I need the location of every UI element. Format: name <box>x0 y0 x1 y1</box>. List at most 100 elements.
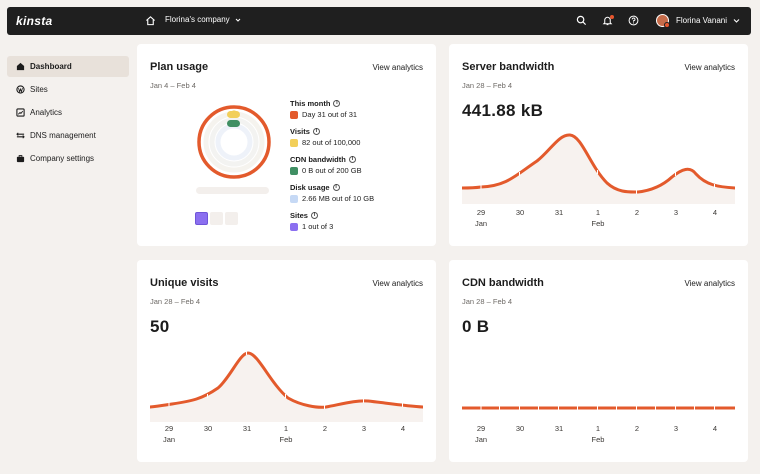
sidebar-item-dashboard[interactable]: Dashboard <box>7 56 129 77</box>
x-tick: 2 <box>322 424 328 433</box>
view-analytics-link[interactable]: View analytics <box>372 279 423 288</box>
x-tick: 1 <box>283 424 289 433</box>
wordpress-icon <box>16 85 25 94</box>
sidebar-item-analytics[interactable]: Analytics <box>7 102 129 123</box>
x-tick: 31 <box>554 424 564 433</box>
unique-visits-chart <box>150 351 423 422</box>
chevron-down-icon[interactable] <box>733 17 740 24</box>
disk-usage-bar <box>196 187 269 194</box>
legend-this-month: This month i Day 31 out of 31 <box>290 98 430 120</box>
chevron-down-icon <box>235 18 241 22</box>
legend-heading: Disk usage <box>290 182 330 192</box>
chart-line <box>150 351 423 409</box>
help-icon[interactable] <box>628 15 639 26</box>
info-icon[interactable]: i <box>333 99 341 107</box>
legend-value: Day 31 out of 31 <box>302 110 358 119</box>
date-range: Jan 4 – Feb 4 <box>150 81 196 90</box>
home-icon[interactable] <box>145 15 156 26</box>
legend-heading: CDN bandwidth <box>290 154 346 164</box>
legend-disk-usage: Disk usage i 2.66 MB out of 10 GB <box>290 182 430 204</box>
date-range: Jan 28 – Feb 4 <box>462 81 513 90</box>
view-analytics-link[interactable]: View analytics <box>684 63 735 72</box>
cdn-bandwidth-chart <box>462 406 735 410</box>
x-tick: 31 <box>242 424 252 433</box>
kinsta-logo[interactable]: kinsta <box>16 14 53 28</box>
x-tick: 30 <box>515 424 525 433</box>
home-icon <box>16 62 25 71</box>
bell-icon[interactable] <box>602 15 613 26</box>
info-icon[interactable]: i <box>332 183 340 191</box>
sidebar-item-dns[interactable]: DNS management <box>7 125 129 146</box>
legend-heading: Sites <box>290 210 308 220</box>
x-month-label: Jan <box>474 219 488 228</box>
metric-value: 0 B <box>462 317 490 336</box>
point-marker <box>675 406 676 410</box>
point-marker <box>538 406 539 410</box>
color-swatch <box>290 222 298 231</box>
legend-cdn-bandwidth: CDN bandwidth i 0 B out of 200 GB <box>290 154 430 176</box>
info-icon[interactable]: i <box>348 155 356 163</box>
analytics-icon <box>16 108 25 117</box>
legend-sites: Sites i 1 out of 3 <box>290 210 430 232</box>
sidebar-item-sites[interactable]: Sites <box>7 79 129 100</box>
company-name: Florina's company <box>165 15 230 24</box>
x-tick: 1 <box>595 424 601 433</box>
x-tick: 29 <box>476 208 486 217</box>
x-tick: 4 <box>712 424 718 433</box>
x-tick: 3 <box>361 424 367 433</box>
cdn-bandwidth-card: CDN bandwidth View analytics Jan 28 – Fe… <box>449 260 748 462</box>
card-title: CDN bandwidth <box>462 277 544 289</box>
point-marker <box>636 190 637 194</box>
search-icon[interactable] <box>576 15 587 26</box>
point-marker <box>675 172 676 176</box>
point-marker <box>714 184 715 188</box>
point-marker <box>285 394 286 398</box>
date-range: Jan 28 – Feb 4 <box>462 297 513 306</box>
x-tick: 1 <box>595 208 601 217</box>
x-tick: 29 <box>164 424 174 433</box>
site-slot-free <box>225 212 238 225</box>
point-marker <box>714 406 715 410</box>
point-marker <box>694 406 695 410</box>
sidebar-item-label: Sites <box>30 85 48 94</box>
point-marker <box>597 406 598 410</box>
info-icon[interactable]: i <box>310 211 318 219</box>
point-marker <box>577 406 578 410</box>
x-tick: 3 <box>673 208 679 217</box>
point-marker <box>246 351 247 355</box>
point-marker <box>480 185 482 189</box>
x-month-label: Jan <box>474 435 488 444</box>
legend-heading: This month <box>290 98 331 108</box>
point-marker <box>597 170 598 174</box>
chart-line <box>462 133 735 194</box>
company-switcher[interactable]: Florina's company <box>165 15 241 24</box>
chart-markers <box>480 406 715 410</box>
usage-legend: This month i Day 31 out of 31 Visits i 82 … <box>290 98 430 238</box>
ring-month <box>197 105 271 179</box>
ring-visits-mark <box>227 111 240 118</box>
sidebar-item-label: Analytics <box>30 108 63 117</box>
view-analytics-link[interactable]: View analytics <box>372 63 423 72</box>
x-tick: 30 <box>203 424 213 433</box>
point-marker <box>499 406 500 410</box>
ring-disk-track <box>215 123 253 161</box>
view-analytics-link[interactable]: View analytics <box>684 279 735 288</box>
sidebar-item-company-settings[interactable]: Company settings <box>7 148 129 169</box>
x-tick: 30 <box>515 208 525 217</box>
plan-usage-card: Plan usage View analytics Jan 4 – Feb 4 … <box>137 44 436 246</box>
notification-dot <box>610 15 614 19</box>
username[interactable]: Florina Vanani <box>676 16 727 25</box>
sidebar: Dashboard Sites Analytics DNS management… <box>7 56 129 171</box>
x-month-label: Feb <box>591 435 605 444</box>
date-range: Jan 28 – Feb 4 <box>150 297 201 306</box>
usage-radial-chart <box>197 105 271 179</box>
x-month-label: Jan <box>162 435 176 444</box>
info-icon[interactable]: i <box>312 127 320 135</box>
point-marker <box>616 406 617 410</box>
legend-value: 82 out of 100,000 <box>302 138 361 147</box>
server-bandwidth-chart <box>462 133 735 204</box>
sites-indicator <box>195 212 238 225</box>
x-tick: 2 <box>634 424 640 433</box>
chart-markers <box>480 133 715 194</box>
color-swatch <box>290 138 298 147</box>
